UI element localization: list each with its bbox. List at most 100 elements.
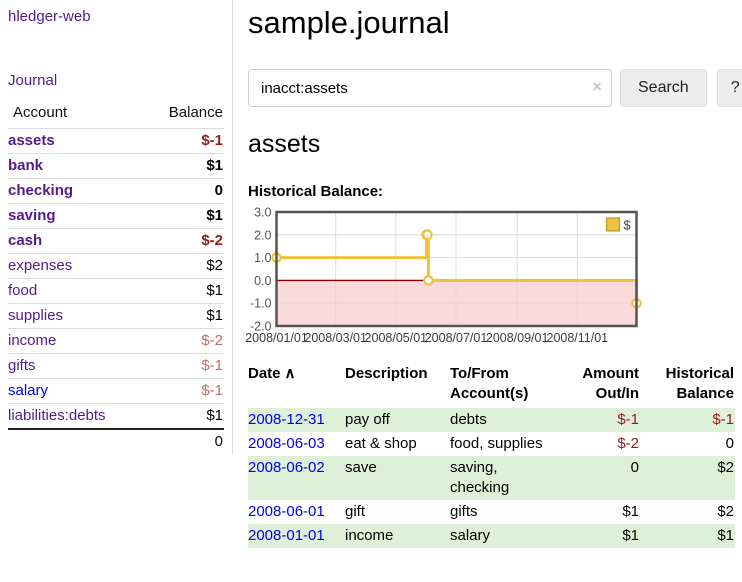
register-table: Date ∧ Description To/From Account(s) Amo… xyxy=(248,364,735,548)
transaction-description: eat & shop xyxy=(345,435,417,452)
app-brand-link[interactable]: hledger-web xyxy=(8,8,91,25)
sidebar-item-journal[interactable]: Journal xyxy=(8,72,58,89)
y-axis-tick-label: 1.0 xyxy=(254,251,271,265)
register-header-amount: Amount Out/In xyxy=(582,365,639,402)
transaction-description: income xyxy=(345,527,394,544)
sidebar-account-link[interactable]: saving xyxy=(8,207,56,224)
plot-border xyxy=(275,210,638,328)
data-point-marker xyxy=(422,229,433,241)
table-row: 2008-12-31 pay off debts $-1 $-1 xyxy=(248,408,735,432)
transaction-amount: $-2 xyxy=(617,435,639,452)
accounts-total-row: 0 xyxy=(8,429,224,454)
legend-label: $ xyxy=(624,218,632,233)
transaction-date-link[interactable]: 2008-06-03 xyxy=(248,435,325,452)
search-button[interactable]: Search xyxy=(620,69,707,107)
account-row: salary $-1 xyxy=(8,378,224,404)
transaction-description: pay off xyxy=(345,411,390,428)
sort-ascending-icon: ∧ xyxy=(284,365,296,382)
account-balance: $-1 xyxy=(201,357,223,374)
account-balance: $1 xyxy=(206,407,223,424)
search-input[interactable] xyxy=(248,69,612,107)
sidebar-account-link[interactable]: assets xyxy=(8,132,55,149)
y-axis-tick-label: -2.0 xyxy=(250,320,272,334)
account-balance: 0 xyxy=(214,182,223,199)
x-axis-tick-label: 2008/11/01 xyxy=(547,331,609,345)
sidebar-account-link[interactable]: income xyxy=(8,332,57,349)
y-axis-tick-label: -1.0 xyxy=(250,297,272,311)
table-row: 2008-01-01 income salary $1 $1 xyxy=(248,524,735,548)
account-row: bank $1 xyxy=(8,153,224,179)
x-axis-tick-label: 2008/05/01 xyxy=(365,331,428,345)
account-row: cash $-2 xyxy=(8,228,224,254)
sidebar-account-link[interactable]: supplies xyxy=(8,307,64,324)
account-balance: $1 xyxy=(206,157,223,174)
sidebar-account-link[interactable]: liabilities:debts xyxy=(8,407,106,424)
transaction-balance: $1 xyxy=(717,527,734,544)
sidebar-account-link[interactable]: expenses xyxy=(8,257,73,274)
transaction-amount: $1 xyxy=(622,527,639,544)
transaction-balance: 0 xyxy=(725,435,734,452)
clear-search-icon[interactable]: × xyxy=(592,77,602,96)
x-axis-tick-label: 2008/07/01 xyxy=(425,331,488,345)
page: hledger-web Journal Account Balance asse… xyxy=(0,0,742,548)
accounts-total-value: 0 xyxy=(214,433,223,450)
help-button[interactable]: ? xyxy=(716,69,742,107)
y-axis-tick-label: 2.0 xyxy=(254,228,271,242)
register-header-date[interactable]: Date ∧ xyxy=(248,365,296,382)
table-row: 2008-06-02 save saving, checking 0 $2 xyxy=(248,456,735,500)
transaction-balance: $-1 xyxy=(712,411,734,428)
transaction-accounts: saving, checking xyxy=(450,459,510,496)
transaction-amount: $1 xyxy=(622,503,639,520)
account-heading: assets xyxy=(248,130,321,158)
x-axis-tick-label: 2008/03/01 xyxy=(304,331,367,345)
account-balance: $2 xyxy=(206,257,223,274)
register-header-balance: Historical Balance xyxy=(665,365,734,402)
account-balance: $1 xyxy=(206,207,223,224)
x-axis-tick-label: 2008/01/01 xyxy=(245,331,308,345)
transaction-date-link[interactable]: 2008-06-01 xyxy=(248,503,325,520)
data-point-marker xyxy=(423,275,434,286)
transaction-date-link[interactable]: 2008-06-02 xyxy=(248,459,325,476)
account-row: assets $-1 xyxy=(8,128,224,154)
main-content: sample.journal × Search ? assets Histori… xyxy=(233,0,742,548)
account-balance: $-2 xyxy=(201,332,223,349)
transaction-date-link[interactable]: 2008-12-31 xyxy=(248,411,325,428)
account-balance: $-1 xyxy=(201,382,223,399)
sidebar-account-link[interactable]: cash xyxy=(8,232,43,249)
account-row: food $1 xyxy=(8,278,224,304)
account-row: income $-2 xyxy=(8,328,224,354)
account-row: liabilities:debts $1 xyxy=(8,403,224,430)
sidebar-account-link[interactable]: gifts xyxy=(8,357,36,374)
transaction-accounts: gifts xyxy=(450,503,478,520)
search-input-wrap: × xyxy=(248,69,612,107)
account-row: saving $1 xyxy=(8,203,224,229)
accounts-table: Account Balance assets $-1 bank $1 checking 0… xyxy=(8,104,224,454)
accounts-header-account: Account xyxy=(13,104,68,121)
table-row: 2008-06-03 eat & shop food, supplies $-2 0 xyxy=(248,432,735,456)
account-balance: $1 xyxy=(206,282,223,299)
transaction-amount: $-1 xyxy=(617,411,639,428)
y-axis-tick-label: 0.0 xyxy=(254,274,271,288)
register-header-accounts: To/From Account(s) xyxy=(450,365,529,402)
historical-balance-chart: $3.0 2.0 1.0 0.0 -1.0 -2.02008/01/012008/03/0… xyxy=(245,206,642,345)
sidebar-account-link[interactable]: bank xyxy=(8,157,44,174)
y-axis-tick-label: 3.0 xyxy=(254,206,271,220)
table-row: 2008-06-01 gift gifts $1 $2 xyxy=(248,500,735,524)
sidebar-account-link[interactable]: food xyxy=(8,282,38,299)
sidebar-account-link[interactable]: salary xyxy=(8,382,49,399)
transaction-balance: $2 xyxy=(717,503,734,520)
register-header-row: Date ∧ Description To/From Account(s) Amo… xyxy=(248,364,735,408)
sidebar-account-link[interactable]: checking xyxy=(8,182,74,199)
x-axis-tick-label: 2008/09/01 xyxy=(486,331,549,345)
account-row: checking 0 xyxy=(8,178,224,204)
transaction-date-link[interactable]: 2008-01-01 xyxy=(248,527,325,544)
account-balance: $-1 xyxy=(201,132,223,149)
register-header-description: Description xyxy=(345,365,428,382)
transaction-accounts: debts xyxy=(450,411,487,428)
chart-title: Historical Balance: xyxy=(248,183,384,200)
transaction-balance: $2 xyxy=(717,459,734,476)
search-form: × Search ? xyxy=(248,69,742,107)
sidebar: hledger-web Journal Account Balance asse… xyxy=(0,0,233,454)
transaction-accounts: salary xyxy=(450,527,491,544)
transaction-description: save xyxy=(345,459,377,476)
